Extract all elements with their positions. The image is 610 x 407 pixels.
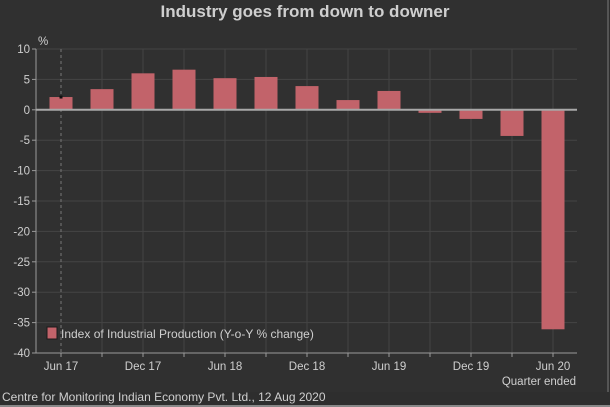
bar-sep-17 bbox=[90, 89, 114, 110]
y-tick-label: -20 bbox=[13, 226, 30, 238]
x-tick-label: Jun 19 bbox=[372, 361, 407, 373]
x-tick-label: Jun 17 bbox=[44, 361, 79, 373]
bar-jun-18 bbox=[213, 78, 237, 110]
bar-dec-17 bbox=[131, 73, 155, 110]
bottom-border bbox=[0, 405, 610, 407]
chart-title: Industry goes from down to downer bbox=[160, 2, 450, 21]
x-tick-label: Dec 19 bbox=[453, 361, 489, 373]
legend-label: Index of Industrial Production (Y-o-Y % … bbox=[61, 327, 314, 341]
y-tick-label: -15 bbox=[13, 196, 30, 208]
x-tick-label: Jun 20 bbox=[536, 361, 571, 373]
y-tick-label: 0 bbox=[24, 105, 30, 117]
y-tick-label: -30 bbox=[13, 287, 30, 299]
y-tick-label: -35 bbox=[13, 318, 30, 330]
y-tick-label: -5 bbox=[20, 135, 30, 147]
gridlines bbox=[36, 48, 577, 354]
bar-jun-19 bbox=[377, 90, 401, 110]
x-axis-label: Quarter ended bbox=[502, 376, 576, 388]
bar-sep-19 bbox=[418, 109, 442, 113]
y-tick-label: -40 bbox=[13, 348, 30, 360]
bar-mar-18 bbox=[172, 69, 196, 110]
x-tick-label: Dec 18 bbox=[289, 361, 325, 373]
bar-mar-19 bbox=[336, 100, 360, 110]
y-axis-unit-label: % bbox=[38, 36, 48, 48]
x-tick-label: Jun 18 bbox=[208, 361, 243, 373]
bar-dec-18 bbox=[295, 86, 319, 110]
y-axis: 10 5 0 -5 -10 -15 -20 -25 -30 -35 -40 bbox=[13, 44, 37, 360]
bar-dec-19 bbox=[459, 109, 483, 119]
bar-sep-18 bbox=[254, 76, 278, 110]
source-credit: Centre for Monitoring Indian Economy Pvt… bbox=[2, 390, 326, 404]
legend: Index of Industrial Production (Y-o-Y % … bbox=[46, 326, 314, 341]
bar-jun-17 bbox=[49, 97, 73, 110]
bar-jun-20 bbox=[541, 109, 565, 330]
x-axis: Jun 17 Dec 17 Jun 18 Dec 18 Jun 19 Dec 19 Jun … bbox=[36, 352, 577, 373]
bar-mar-20 bbox=[500, 109, 524, 136]
y-tick-label: -10 bbox=[13, 166, 30, 178]
y-tick-label: -25 bbox=[13, 257, 30, 269]
y-tick-label: 10 bbox=[17, 44, 30, 56]
bars bbox=[36, 69, 577, 330]
x-tick-label: Dec 17 bbox=[125, 361, 161, 373]
y-tick-label: 5 bbox=[24, 74, 30, 86]
marker-point bbox=[59, 95, 63, 99]
legend-swatch bbox=[46, 326, 58, 340]
